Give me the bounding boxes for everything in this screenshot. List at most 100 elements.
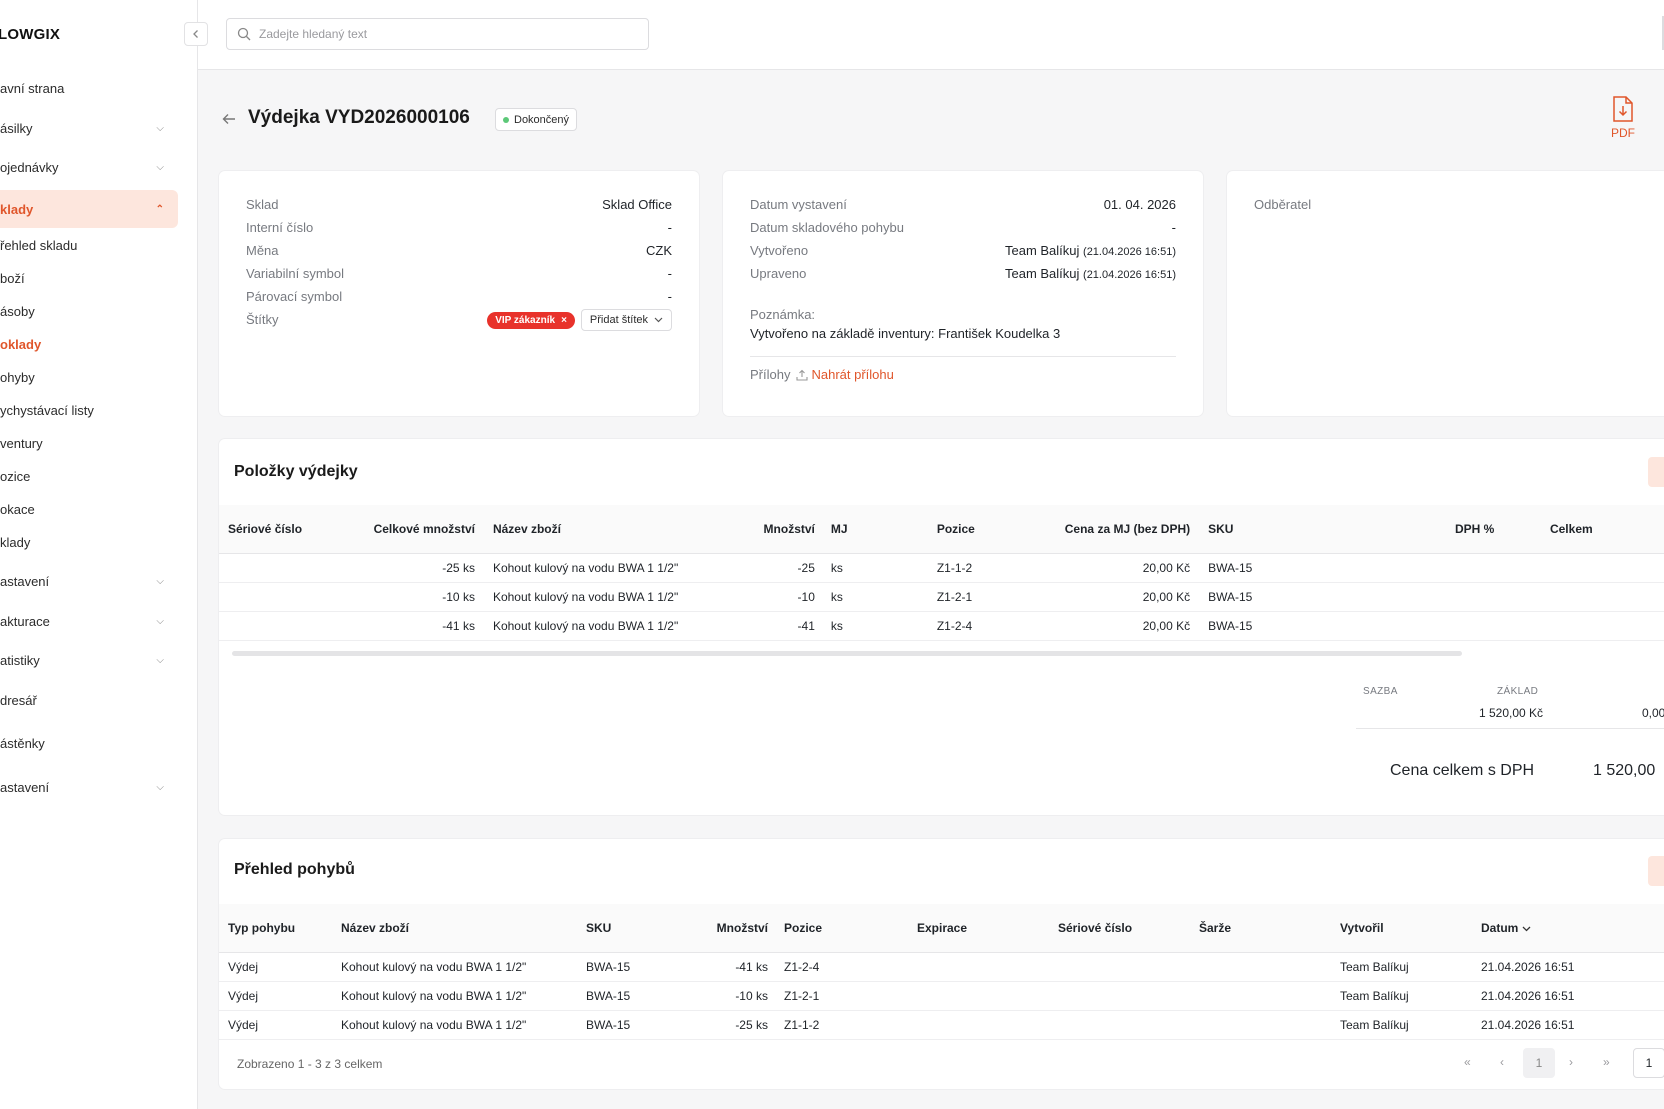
col-unit[interactable]: MJ <box>814 505 937 554</box>
created-at: (21.04.2026 16:51) <box>1083 246 1176 258</box>
sidebar-sub-picking-lists[interactable]: ychystávací listy <box>0 403 94 418</box>
summary-vat-value: 0,00 <box>1642 706 1664 720</box>
back-arrow-icon[interactable] <box>222 112 236 130</box>
cell-total <box>1549 611 1664 641</box>
sidebar: LOWGIX avní strana ásilky ⌵ ojednávky ⌵ kl… <box>0 0 198 1109</box>
sidebar-sub-stock[interactable]: ásoby <box>0 304 35 319</box>
close-icon[interactable]: × <box>561 314 567 326</box>
sidebar-item-label: dresář <box>0 692 37 708</box>
page-1-button[interactable]: 1 <box>1523 1048 1555 1078</box>
sidebar-sub-documents[interactable]: oklady <box>0 337 42 352</box>
col-total-qty[interactable]: Celkové množství <box>348 505 485 554</box>
sidebar-item-invoicing[interactable]: akturace ⌵ <box>0 602 178 640</box>
page-input[interactable]: 1 <box>1633 1048 1664 1078</box>
table-row[interactable]: Výdej Kohout kulový na vodu BWA 1 1/2" B… <box>219 1010 1664 1040</box>
cell-batch <box>1199 1010 1340 1040</box>
sidebar-sub-goods[interactable]: boží <box>0 271 25 286</box>
issued-label: Datum vystavení <box>750 197 847 212</box>
app-logo: LOWGIX <box>0 26 61 43</box>
col-sku[interactable]: SKU <box>1200 505 1455 554</box>
sidebar-sub-overview[interactable]: řehled skladu <box>0 238 78 253</box>
table-row[interactable]: -10 ks Kohout kulový na vodu BWA 1 1/2" … <box>219 582 1664 612</box>
updated-row: Upraveno Team Balíkuj (21.04.2026 16:51) <box>750 266 1176 282</box>
cell-price: 20,00 Kč <box>1064 582 1201 612</box>
col-position[interactable]: Pozice <box>936 505 1065 554</box>
col-position[interactable]: Pozice <box>776 904 917 953</box>
chevron-left-icon <box>193 30 198 38</box>
sidebar-sub-movements[interactable]: ohyby <box>0 370 35 385</box>
sidebar-sub-locations[interactable]: okace <box>0 502 35 517</box>
col-date-label: Datum <box>1481 920 1519 935</box>
sidebar-item-statistics[interactable]: atistiky ⌵ <box>0 641 178 679</box>
cell-sku[interactable]: BWA-15 <box>586 952 676 982</box>
col-serial[interactable]: Sériové číslo <box>1058 904 1199 953</box>
col-name[interactable]: Název zboží <box>484 505 757 554</box>
add-tag-button[interactable]: Přidat štítek <box>580 309 672 331</box>
sidebar-sub-warehouses[interactable]: klady <box>0 535 31 550</box>
prev-page-icon[interactable]: ‹ <box>1500 1055 1504 1069</box>
cell-sku[interactable]: BWA-15 <box>586 1010 676 1040</box>
col-serial[interactable]: Sériové číslo <box>219 505 349 554</box>
sidebar-item-home[interactable]: avní strana <box>0 69 178 107</box>
col-total[interactable]: Celkem <box>1549 505 1664 554</box>
sidebar-sub-inventories[interactable]: ventury <box>0 436 43 451</box>
col-date[interactable]: Datum <box>1481 904 1664 953</box>
cell-name: Kohout kulový na vodu BWA 1 1/2" <box>484 582 757 612</box>
collapse-sidebar-button[interactable] <box>184 22 208 46</box>
table-row[interactable]: -41 ks Kohout kulový na vodu BWA 1 1/2" … <box>219 611 1664 641</box>
cell-date: 21.04.2026 16:51 <box>1481 952 1664 982</box>
col-vat[interactable]: DPH % <box>1455 505 1550 554</box>
cell-position[interactable]: Z1-2-1 <box>776 981 917 1011</box>
tag-vip[interactable]: VIP zákazník × <box>487 311 575 329</box>
cell-unit: ks <box>814 582 937 612</box>
col-type[interactable]: Typ pohybu <box>219 904 341 953</box>
pdf-label: PDF <box>1611 126 1635 140</box>
summary-divider <box>1356 728 1664 729</box>
items-action-button[interactable] <box>1648 457 1664 487</box>
cell-position[interactable]: Z1-1-2 <box>776 1010 917 1040</box>
sidebar-item-settings-2[interactable]: astavení ⌵ <box>0 768 178 806</box>
col-qty[interactable]: Množství <box>756 505 815 554</box>
sidebar-item-shipments[interactable]: ásilky ⌵ <box>0 109 178 147</box>
search-input[interactable] <box>259 27 639 41</box>
table-row[interactable]: Výdej Kohout kulový na vodu BWA 1 1/2" B… <box>219 952 1664 982</box>
variable-symbol-row: Variabilní symbol - <box>246 266 672 282</box>
next-page-icon[interactable]: › <box>1569 1055 1573 1069</box>
pdf-download-button[interactable]: PDF <box>1600 96 1646 140</box>
search-box[interactable] <box>226 18 649 50</box>
sidebar-item-orders[interactable]: ojednávky ⌵ <box>0 148 178 186</box>
sidebar-item-addressbook[interactable]: dresář <box>0 681 178 719</box>
chevron-up-icon: ⌃ <box>155 203 164 215</box>
chevron-down-icon: ⌵ <box>156 161 164 173</box>
cell-date: 21.04.2026 16:51 <box>1481 981 1664 1011</box>
upload-attachment-button[interactable]: Nahrát přílohu <box>796 367 894 382</box>
cell-expiration <box>917 981 1058 1011</box>
sidebar-item-dashboards[interactable]: ástěnky <box>0 724 178 762</box>
col-sku[interactable]: SKU <box>586 904 676 953</box>
cell-position[interactable]: Z1-2-4 <box>776 952 917 982</box>
table-row[interactable]: Výdej Kohout kulový na vodu BWA 1 1/2" B… <box>219 981 1664 1011</box>
dates-info-card: Datum vystavení 01. 04. 2026 Datum sklad… <box>723 171 1203 416</box>
col-price[interactable]: Cena za MJ (bez DPH) <box>1064 505 1201 554</box>
sidebar-sub-positions[interactable]: ozice <box>0 469 31 484</box>
movements-action-button[interactable] <box>1648 856 1664 886</box>
first-page-icon[interactable]: « <box>1464 1055 1471 1069</box>
cell-serial <box>219 582 349 612</box>
table-row[interactable]: -25 ks Kohout kulový na vodu BWA 1 1/2" … <box>219 553 1664 583</box>
cell-sku: BWA-15 <box>1200 582 1455 612</box>
add-tag-label: Přidat štítek <box>589 314 648 326</box>
col-expiration[interactable]: Expirace <box>917 904 1058 953</box>
page-input-value: 1 <box>1645 1056 1653 1070</box>
cell-name: Kohout kulový na vodu BWA 1 1/2" <box>341 952 586 982</box>
horizontal-scrollbar[interactable] <box>232 651 1462 656</box>
sidebar-item-settings-1[interactable]: astavení ⌵ <box>0 562 178 600</box>
sidebar-item-label: ojednávky <box>0 159 59 175</box>
last-page-icon[interactable]: » <box>1603 1055 1610 1069</box>
col-batch[interactable]: Šarže <box>1199 904 1340 953</box>
cell-sku[interactable]: BWA-15 <box>586 981 676 1011</box>
variable-symbol-label: Variabilní symbol <box>246 266 345 281</box>
sidebar-item-warehouses[interactable]: klady ⌃ <box>0 190 178 228</box>
col-qty[interactable]: Množství <box>676 904 776 953</box>
col-name[interactable]: Název zboží <box>341 904 586 953</box>
col-created-by[interactable]: Vytvořil <box>1340 904 1481 953</box>
